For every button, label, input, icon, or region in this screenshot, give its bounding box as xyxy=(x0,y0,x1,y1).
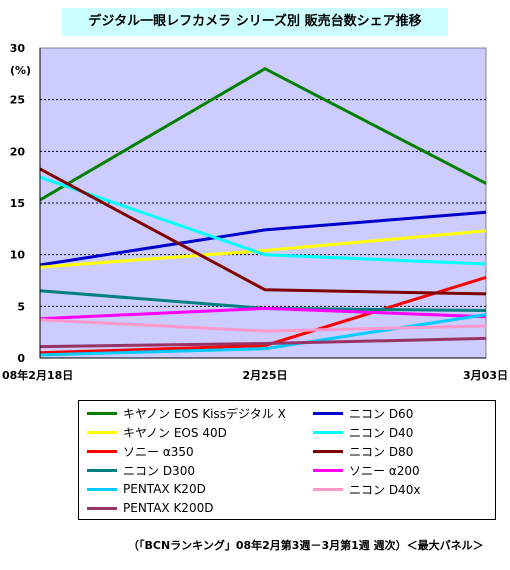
source-note: （「BCNランキング」08年2月第3週－3月第1週 週次）＜最大パネル＞ xyxy=(128,539,484,552)
legend-label: ソニー α200 xyxy=(349,463,420,478)
y-tick-labels: 0 5 10 15 20 25 30 xyxy=(10,42,26,365)
legend-swatch xyxy=(87,506,117,510)
axes xyxy=(39,48,486,359)
line-chart: 0 5 10 15 20 25 30 (%) 08年2月18日 2月25日 3月03日 xyxy=(2,42,508,382)
series-line xyxy=(39,318,487,333)
series-lines xyxy=(39,66,487,357)
series-line xyxy=(39,275,487,355)
legend-label: ソニー α350 xyxy=(123,444,194,459)
y-axis-label: (%) xyxy=(10,64,31,77)
legend-label: PENTAX K200D xyxy=(123,501,214,515)
series-line xyxy=(39,336,487,349)
legend-swatch xyxy=(313,487,343,491)
y-tick-label: 25 xyxy=(10,94,25,107)
legend-item: ニコン D80 xyxy=(313,443,413,459)
y-tick-label: 10 xyxy=(10,249,26,262)
legend-swatch xyxy=(87,411,117,415)
series-line xyxy=(39,313,487,357)
legend-label: キヤノン EOS 40D xyxy=(123,425,227,440)
legend-label: ニコン D40x xyxy=(349,482,421,497)
legend-label: PENTAX K20D xyxy=(123,482,206,496)
legend-swatch xyxy=(87,430,117,434)
plot-area xyxy=(39,47,487,359)
legend-item: ニコン D40 xyxy=(313,424,413,440)
legend-label: ニコン D300 xyxy=(123,463,195,478)
legend-label: ニコン D40 xyxy=(349,425,414,440)
legend-item: ニコン D60 xyxy=(313,405,413,421)
legend-swatch xyxy=(87,487,117,491)
legend-item: ソニー α350 xyxy=(87,443,194,459)
y-tick-label: 15 xyxy=(10,197,25,210)
legend-item: PENTAX K200D xyxy=(87,500,213,516)
legend-swatch xyxy=(87,449,117,453)
legend-label: キヤノン EOS Kissデジタル X xyxy=(123,406,286,421)
y-tick-label: 20 xyxy=(10,145,26,158)
legend-item: PENTAX K20D xyxy=(87,481,206,497)
legend: キヤノン EOS Kissデジタル X ニコン D60 キヤノン EOS 40D ニコ… xyxy=(78,400,496,520)
legend-swatch xyxy=(313,449,343,453)
series-line xyxy=(39,229,487,269)
legend-item: キヤノン EOS Kissデジタル X xyxy=(87,405,286,421)
legend-swatch xyxy=(313,468,343,472)
series-line xyxy=(39,306,487,321)
x-tick-labels: 08年2月18日 2月25日 3月03日 xyxy=(2,368,508,382)
series-line xyxy=(39,167,487,296)
y-tick-label: 0 xyxy=(17,352,25,365)
y-tick-label: 5 xyxy=(17,300,25,313)
x-tick-label: 08年2月18日 xyxy=(2,368,73,382)
x-tick-label: 2月25日 xyxy=(243,369,288,382)
legend-item: キヤノン EOS 40D xyxy=(87,424,227,440)
legend-swatch xyxy=(313,430,343,434)
series-line xyxy=(39,175,487,266)
legend-label: ニコン D80 xyxy=(349,444,414,459)
legend-swatch xyxy=(313,411,343,415)
y-tick-label: 30 xyxy=(10,42,26,55)
legend-swatch xyxy=(87,468,117,472)
x-tick-label: 3月03日 xyxy=(463,369,508,382)
legend-item: ニコン D300 xyxy=(87,462,195,478)
series-line xyxy=(39,210,487,267)
legend-label: ニコン D60 xyxy=(349,406,414,421)
legend-item: ニコン D40x xyxy=(313,481,420,497)
chart-title: デジタル一眼レフカメラ シリーズ別 販売台数シェア推移 xyxy=(62,8,448,36)
series-line xyxy=(39,66,487,202)
legend-item: ソニー α200 xyxy=(313,462,420,478)
